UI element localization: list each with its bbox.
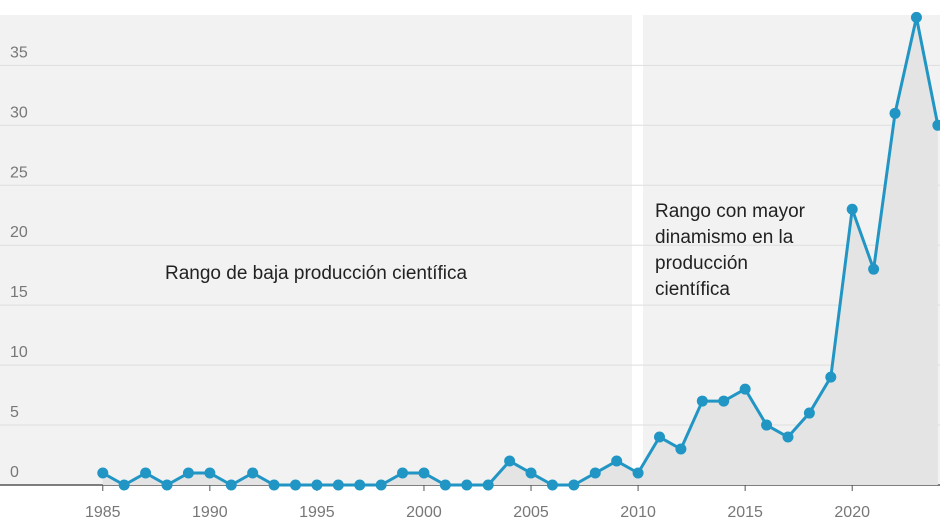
- point: [418, 467, 430, 479]
- point: [439, 479, 451, 491]
- y-tick-label: 5: [10, 404, 19, 421]
- point: [932, 119, 940, 131]
- annotation: dinamismo en la: [655, 227, 794, 248]
- point: [782, 431, 794, 443]
- x-tick-label: 1990: [192, 504, 228, 521]
- point: [397, 467, 409, 479]
- point: [118, 479, 130, 491]
- point: [482, 479, 494, 491]
- plot: [97, 11, 940, 491]
- labels: 0 5 10 15 20 25 30 35 1985 1990 1995 2000 2005 2010 20…: [10, 44, 870, 521]
- x-tick-label: 2000: [406, 504, 442, 521]
- point: [97, 467, 109, 479]
- point: [825, 371, 837, 383]
- point: [225, 479, 237, 491]
- annotation: Rango de baja producción científica: [165, 263, 468, 284]
- point: [611, 455, 623, 467]
- point: [889, 107, 901, 119]
- line: [102, 15, 940, 487]
- x-tick-label: 2015: [727, 504, 763, 521]
- point: [289, 479, 301, 491]
- point: [461, 479, 473, 491]
- area: [102, 17, 938, 486]
- point: [846, 203, 858, 215]
- point: [718, 395, 730, 407]
- point: [696, 395, 708, 407]
- point: [354, 479, 366, 491]
- y-tick-label: 10: [10, 344, 28, 361]
- point: [161, 479, 173, 491]
- y-tick-label: 30: [10, 104, 28, 121]
- point: [525, 467, 537, 479]
- y-tick-label: 35: [10, 44, 28, 61]
- point: [332, 479, 344, 491]
- x-tick-label: 2005: [513, 504, 549, 521]
- annotation: Rango con mayor: [655, 201, 806, 222]
- point: [247, 467, 259, 479]
- point: [675, 443, 687, 455]
- point: [504, 455, 516, 467]
- point: [589, 467, 601, 479]
- point: [803, 407, 815, 419]
- point: [268, 479, 280, 491]
- point: [182, 467, 194, 479]
- y-tick-label: 25: [10, 164, 28, 181]
- point: [140, 467, 152, 479]
- point: [910, 11, 922, 23]
- point: [868, 263, 880, 275]
- point: [653, 431, 665, 443]
- point: [739, 383, 751, 395]
- low-range-band: [0, 15, 632, 485]
- point: [204, 467, 216, 479]
- annotation: científica: [655, 279, 730, 300]
- point: [375, 479, 387, 491]
- point: [546, 479, 558, 491]
- y-tick-label: 0: [10, 464, 19, 481]
- x-tick-label: 2010: [620, 504, 656, 521]
- point: [632, 467, 644, 479]
- x-tick-label: 2020: [834, 504, 870, 521]
- point: [761, 419, 773, 431]
- point: [568, 479, 580, 491]
- point: [311, 479, 323, 491]
- x-tick-label: 1995: [299, 504, 335, 521]
- annotation: producción: [655, 253, 748, 274]
- y-tick-label: 20: [10, 224, 28, 241]
- x-tick-label: 1985: [85, 504, 121, 521]
- y-tick-label: 15: [10, 284, 28, 301]
